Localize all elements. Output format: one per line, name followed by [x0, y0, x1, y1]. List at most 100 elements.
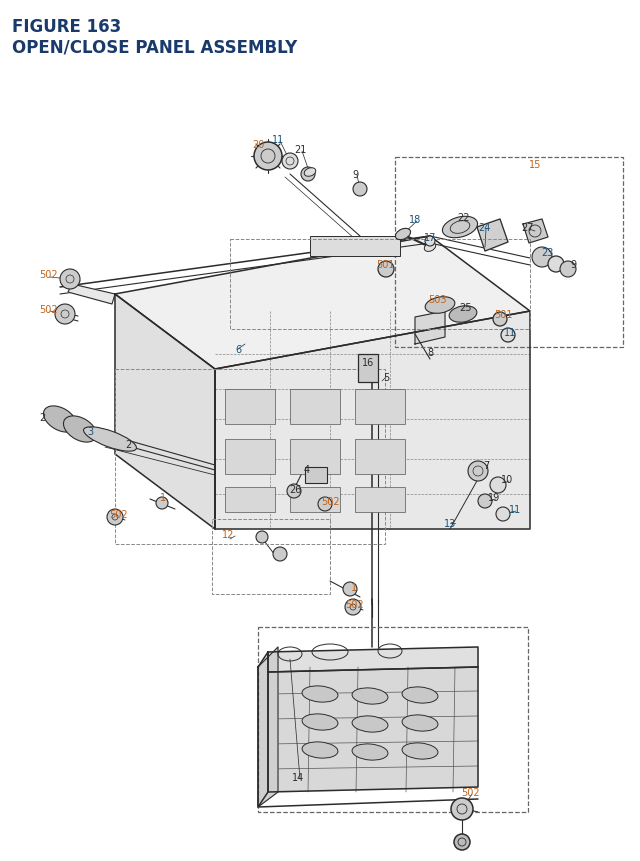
Text: 502: 502	[38, 269, 58, 280]
Circle shape	[548, 257, 564, 273]
Circle shape	[343, 582, 357, 597]
Polygon shape	[477, 220, 508, 251]
Ellipse shape	[302, 686, 338, 703]
Text: 19: 19	[488, 492, 500, 503]
Bar	[212, 519, 330, 594]
Ellipse shape	[302, 714, 338, 730]
Text: 8: 8	[427, 348, 433, 357]
Text: 25: 25	[459, 303, 471, 313]
Circle shape	[451, 798, 473, 820]
Circle shape	[254, 143, 282, 170]
Text: 10: 10	[501, 474, 513, 485]
Polygon shape	[215, 312, 530, 530]
Polygon shape	[415, 312, 445, 344]
Text: 503: 503	[428, 294, 446, 305]
Text: 11: 11	[509, 505, 521, 514]
Polygon shape	[258, 653, 268, 807]
Text: 501: 501	[376, 260, 394, 269]
Polygon shape	[115, 294, 215, 530]
Ellipse shape	[63, 417, 97, 443]
Circle shape	[287, 485, 301, 499]
Ellipse shape	[352, 744, 388, 760]
Circle shape	[345, 599, 361, 616]
Text: 17: 17	[424, 232, 436, 243]
Text: 4: 4	[304, 464, 310, 474]
Ellipse shape	[449, 307, 477, 323]
Text: 18: 18	[409, 214, 421, 225]
Circle shape	[493, 313, 507, 326]
Bar	[230, 239, 530, 330]
Text: 502: 502	[321, 497, 339, 506]
Circle shape	[560, 262, 576, 278]
Circle shape	[282, 154, 298, 170]
Text: 502: 502	[461, 787, 479, 797]
Circle shape	[353, 183, 367, 197]
Circle shape	[301, 168, 315, 182]
Text: 26: 26	[289, 485, 301, 494]
Text: 502: 502	[109, 510, 127, 519]
Text: 11: 11	[272, 135, 284, 145]
Ellipse shape	[352, 688, 388, 704]
Text: 11: 11	[504, 328, 516, 338]
Circle shape	[107, 510, 123, 525]
Text: 3: 3	[87, 426, 93, 437]
Bar	[115, 369, 385, 544]
Circle shape	[378, 262, 394, 278]
Text: 20: 20	[252, 139, 264, 150]
Text: 6: 6	[235, 344, 241, 355]
Circle shape	[496, 507, 510, 522]
Circle shape	[490, 478, 506, 493]
Circle shape	[60, 269, 80, 289]
Text: 24: 24	[478, 223, 490, 232]
Polygon shape	[115, 237, 530, 369]
Text: 22: 22	[457, 213, 469, 223]
Ellipse shape	[302, 742, 338, 759]
Text: FIGURE 163: FIGURE 163	[12, 18, 121, 36]
Bar	[305, 468, 327, 483]
Ellipse shape	[396, 229, 410, 240]
Ellipse shape	[402, 743, 438, 759]
Text: 23: 23	[541, 248, 553, 257]
Ellipse shape	[84, 427, 136, 452]
Circle shape	[478, 494, 492, 508]
Ellipse shape	[442, 217, 477, 238]
Text: OPEN/CLOSE PANEL ASSEMBLY: OPEN/CLOSE PANEL ASSEMBLY	[12, 38, 297, 56]
Text: 502: 502	[345, 599, 364, 610]
Polygon shape	[68, 285, 115, 305]
Circle shape	[501, 329, 515, 343]
Bar	[395, 158, 623, 348]
Bar	[225, 389, 275, 424]
Text: 502: 502	[38, 305, 58, 314]
Text: 9: 9	[570, 260, 576, 269]
Circle shape	[532, 248, 552, 268]
Text: 13: 13	[444, 518, 456, 529]
Text: 9: 9	[352, 170, 358, 180]
Circle shape	[55, 305, 75, 325]
Polygon shape	[268, 667, 478, 792]
Text: 16: 16	[362, 357, 374, 368]
Ellipse shape	[304, 169, 316, 177]
Text: 14: 14	[292, 772, 304, 782]
Bar	[355, 389, 405, 424]
Polygon shape	[268, 647, 478, 672]
Circle shape	[318, 498, 332, 511]
Ellipse shape	[352, 716, 388, 732]
Text: 501: 501	[493, 310, 512, 319]
Ellipse shape	[425, 297, 455, 314]
Text: 2: 2	[125, 439, 131, 449]
Polygon shape	[258, 647, 278, 807]
Bar	[225, 487, 275, 512]
Bar	[355, 439, 405, 474]
Bar	[355, 487, 405, 512]
Ellipse shape	[402, 687, 438, 703]
Circle shape	[156, 498, 168, 510]
Bar	[290, 487, 340, 512]
Bar	[225, 439, 275, 474]
Circle shape	[256, 531, 268, 543]
Ellipse shape	[424, 244, 436, 252]
Text: 21: 21	[294, 145, 306, 155]
Circle shape	[468, 461, 488, 481]
Circle shape	[425, 237, 435, 247]
Bar	[358, 355, 378, 382]
Ellipse shape	[402, 715, 438, 731]
